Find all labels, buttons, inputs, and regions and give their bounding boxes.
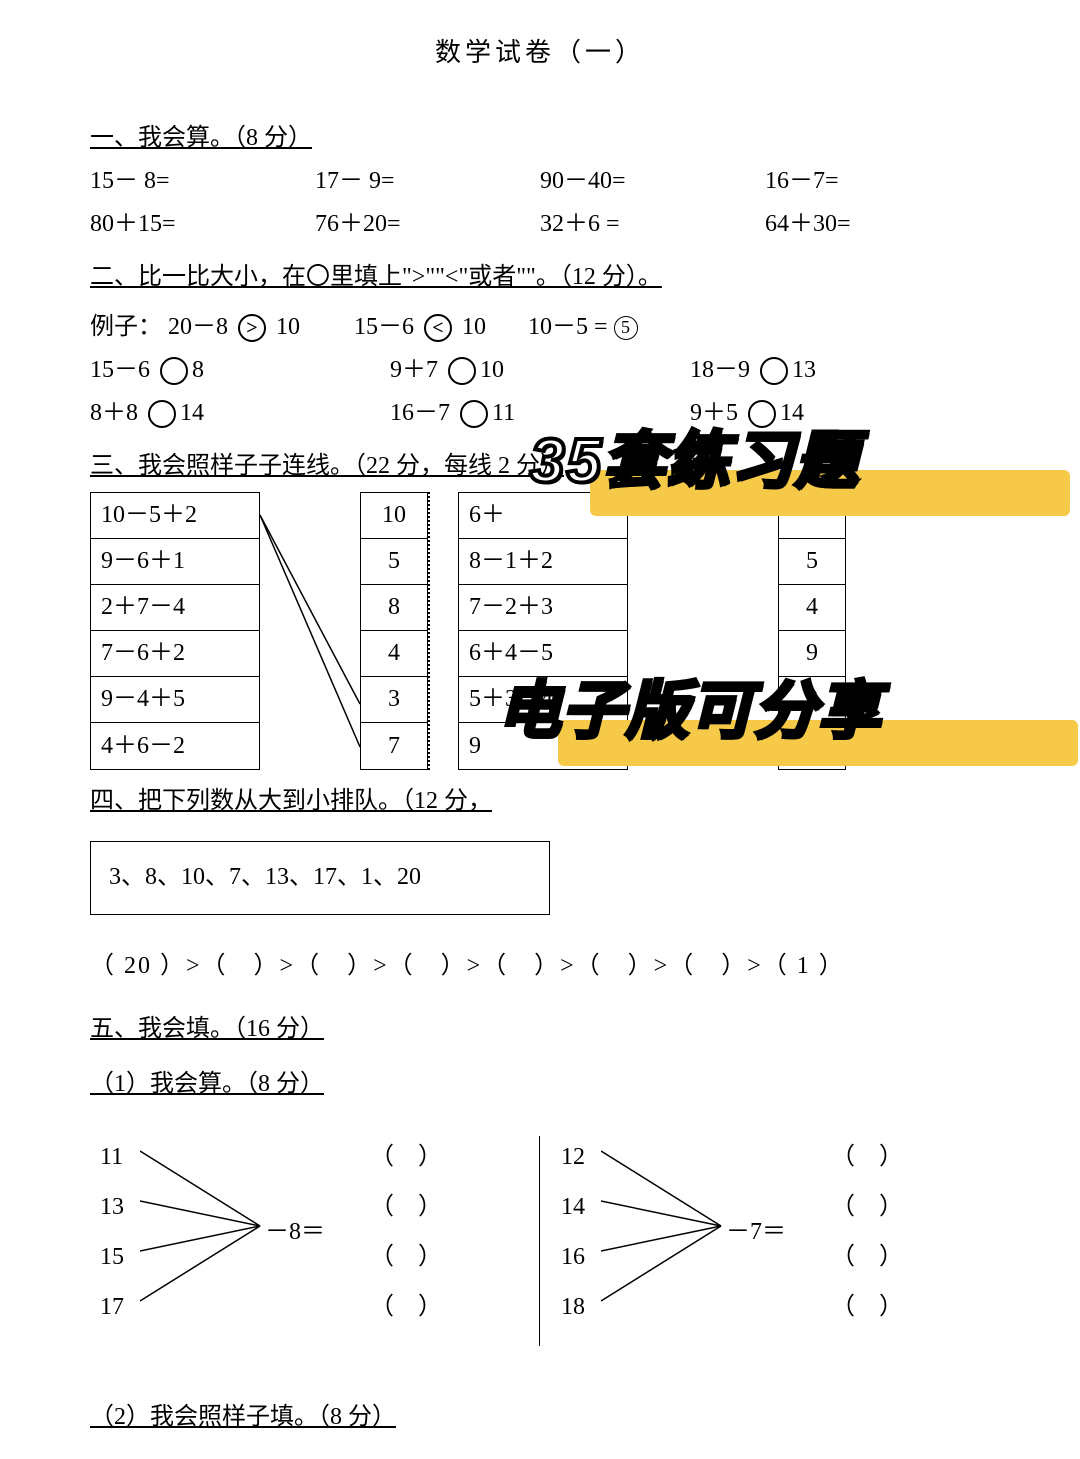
calc-row-1: 15－ 8= 17－ 9= 90－40= 16－7= [90,160,990,203]
compare-circle: > [238,314,266,342]
match-cell: 7 [361,723,427,769]
left-ans-col: 10 5 8 4 3 7 [360,492,428,770]
section1-heading: 一、我会算。（8 分） [90,117,990,160]
match-divider [428,492,458,770]
fan-left: 11 13 15 17 －8＝ （ ） （ ） （ ） （ ） [90,1136,539,1356]
compare-row-1: 15－6 8 9＋7 10 18－9 13 [90,349,990,392]
sequence-blanks: （ 20 ）>（ ）>（ ）>（ ）>（ ）>（ ）>（ ）>（ 1 ） [90,945,990,988]
calc-item: 15－ 8= [90,160,315,203]
match-cell: 3 [361,677,427,723]
compare-circle [460,400,488,428]
calc-row-2: 80＋15= 76＋20= 32＋6 = 64＋30= [90,203,990,246]
match-cell: 4 [361,631,427,677]
ex-left: 20－8 [168,314,228,340]
left-expr-col: 10－5＋2 9－6＋1 2＋7－4 7－6＋2 9－4＋5 4＋6－2 [90,492,260,770]
section5-sub1: （1）我会算。（8 分） [90,1063,990,1106]
ex-left: 10－5 = [528,314,608,340]
match-cell: 4＋6－2 [91,723,259,769]
calc-item: 16－7= [765,160,990,203]
ex-right: 10 [276,314,300,340]
fan-problems: 11 13 15 17 －8＝ （ ） （ ） （ ） （ ） 12 14 16… [90,1136,990,1356]
match-cell: 9－6＋1 [91,539,259,585]
compare-circle [148,400,176,428]
answer-circle: 5 [614,316,638,340]
match-gap [260,492,360,770]
match-cell: 10－5＋2 [91,493,259,539]
match-cell: 5 [779,539,845,585]
match-cell: 10 [361,493,427,539]
calc-item: 17－ 9= [315,160,540,203]
number-box: 3、8、10、7、13、17、1、20 [90,841,550,914]
match-cell: 5 [361,539,427,585]
compare-example-row: 例子： 20－8 > 10 15－6 < 10 10－5 = 5 [90,306,990,349]
compare-circle [448,357,476,385]
section5-sub2: （2）我会照样子填。（8 分） [90,1396,990,1439]
match-cell: 8－1＋2 [459,539,627,585]
ex-left: 15－6 [354,314,414,340]
compare-circle [760,357,788,385]
match-cell: 7－2＋3 [459,585,627,631]
match-cell: 7－6＋2 [91,631,259,677]
section4-heading: 四、把下列数从大到小排队。（12 分， [90,780,990,823]
match-cell: 9－4＋5 [91,677,259,723]
page-title: 数学试卷（一） [90,30,990,77]
calc-item: 80＋15= [90,203,315,246]
match-cell: 2＋7－4 [91,585,259,631]
section5-heading: 五、我会填。（16 分） [90,1008,990,1051]
calc-item: 64＋30= [765,203,990,246]
example-label: 例子： [90,314,162,340]
overlay-text-2: 电子版可分享 [498,660,882,750]
overlay-text-1: 35套练习题 [530,410,859,500]
match-cell: 4 [779,585,845,631]
calc-item: 90－40= [540,160,765,203]
ex-right: 10 [462,314,486,340]
match-cell: 8 [361,585,427,631]
fan-right: 12 14 16 18 －7＝ （ ） （ ） （ ） （ ） [541,1136,990,1356]
calc-item: 32＋6 = [540,203,765,246]
section2-heading: 二、比一比大小，在〇里填上">""<"或者""。（12 分）。 [90,256,990,299]
compare-circle: < [424,314,452,342]
compare-circle [160,357,188,385]
calc-item: 76＋20= [315,203,540,246]
